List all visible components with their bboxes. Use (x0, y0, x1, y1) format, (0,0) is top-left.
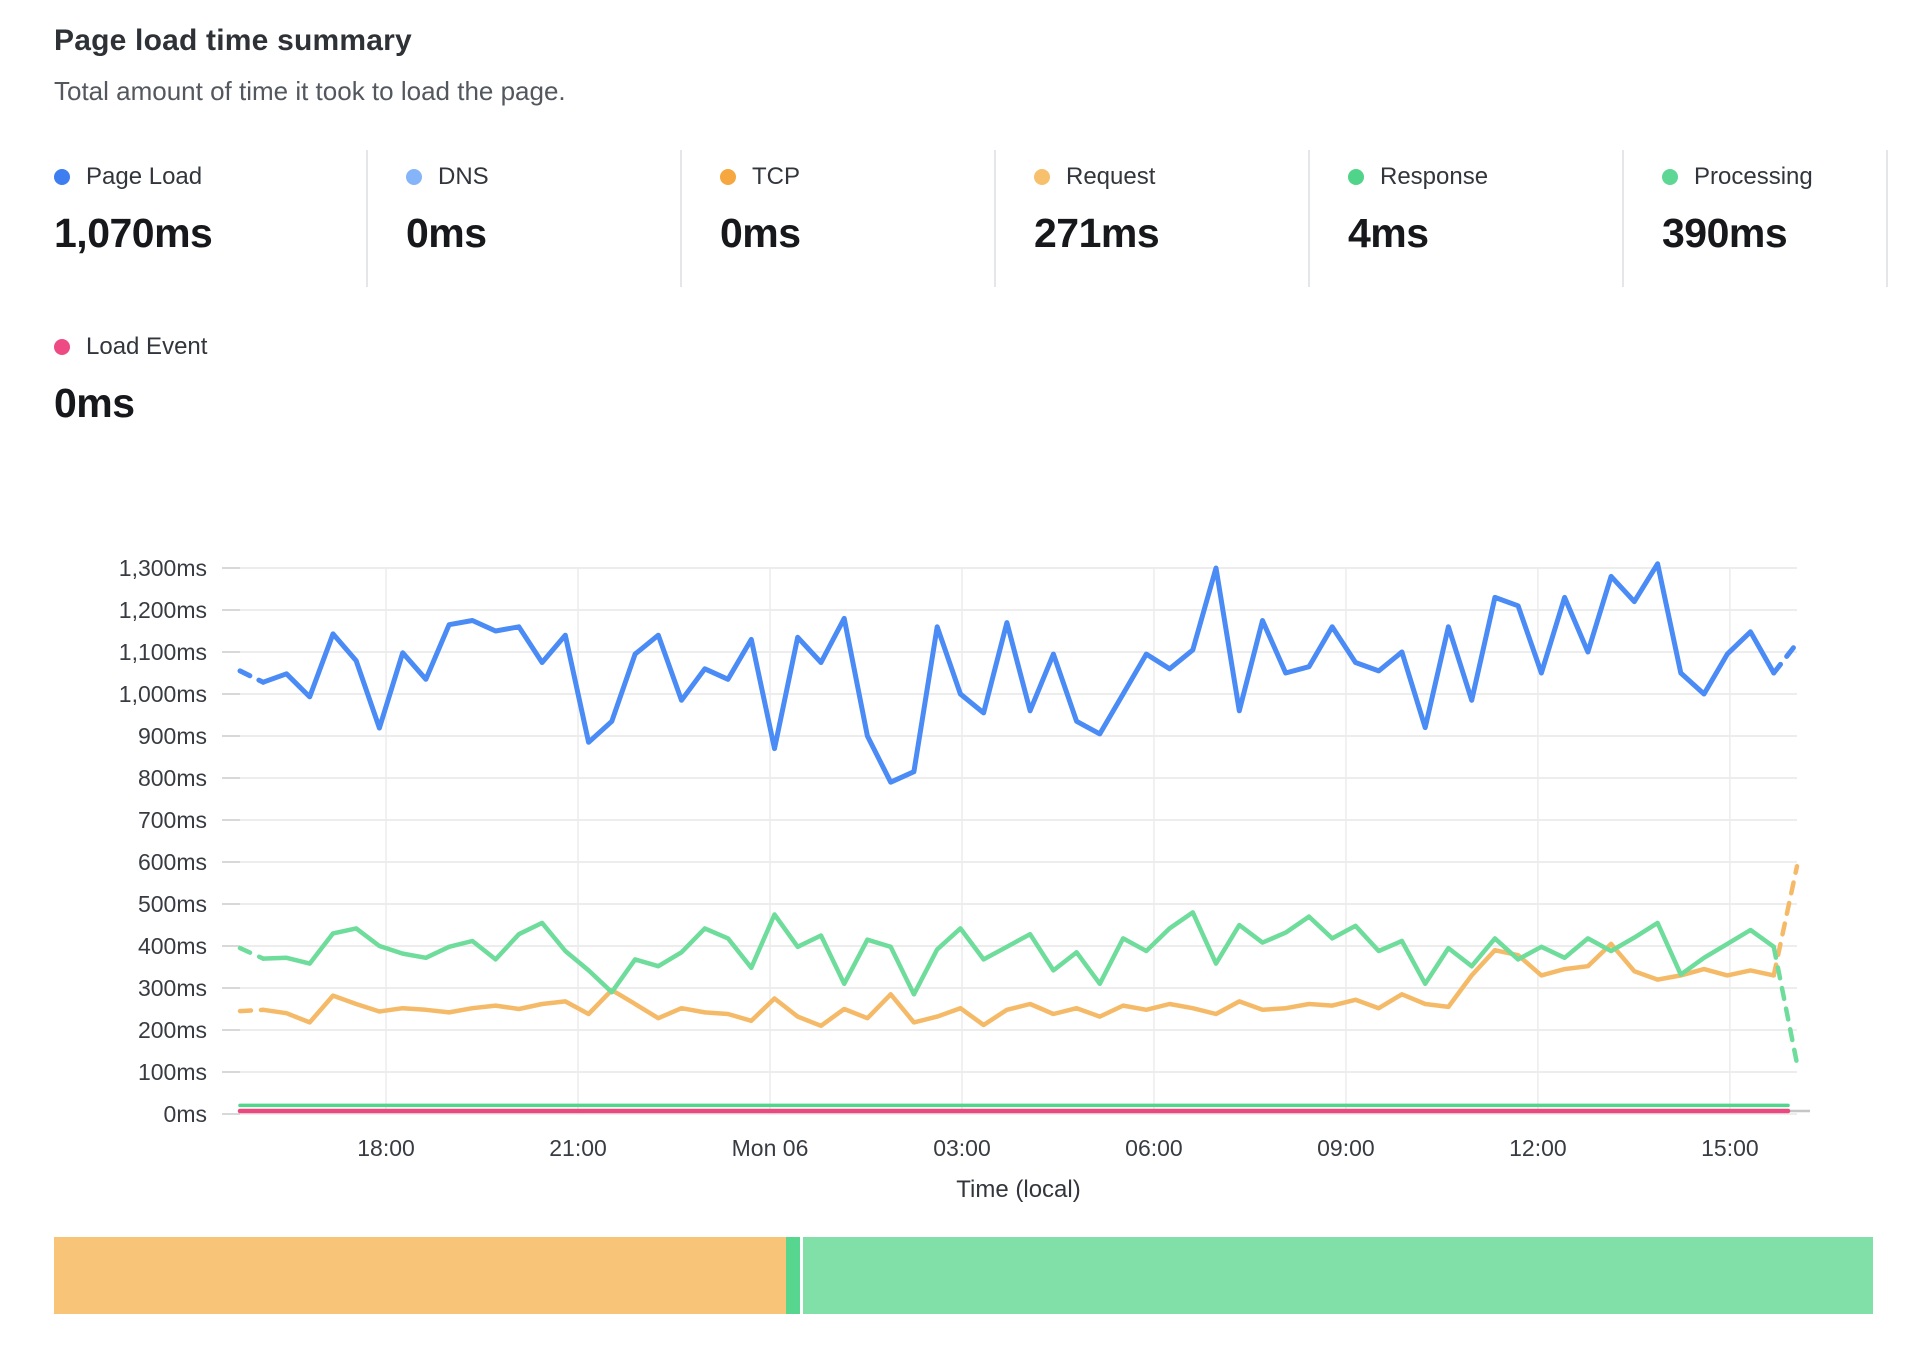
metric-processing[interactable]: Processing 390ms (1624, 150, 1888, 287)
svg-text:12:00: 12:00 (1509, 1135, 1567, 1161)
svg-text:Time (local): Time (local) (956, 1176, 1080, 1203)
metric-response[interactable]: Response 4ms (1310, 150, 1624, 287)
svg-text:700ms: 700ms (138, 807, 207, 833)
timeline-segment-request-portion[interactable] (54, 1237, 787, 1314)
metrics-legend-row: Page Load 1,070ms DNS 0ms TCP 0ms Reques… (54, 150, 1888, 287)
svg-text:09:00: 09:00 (1317, 1135, 1375, 1161)
svg-text:500ms: 500ms (138, 891, 207, 917)
chart-svg[interactable]: 0ms 100ms 200ms 300ms 400ms 500ms 600ms 700ms 80… (0, 535, 1910, 1235)
dns-dot-icon (406, 169, 422, 185)
metric-value: 4ms (1348, 210, 1429, 256)
svg-text:400ms: 400ms (138, 933, 207, 959)
svg-text:15:00: 15:00 (1701, 1135, 1759, 1161)
series-processing (237, 910, 1800, 1066)
load-event-dot-icon (54, 339, 70, 355)
svg-text:1,000ms: 1,000ms (119, 681, 207, 707)
metric-request[interactable]: Request 271ms (996, 150, 1310, 287)
timeline-segment-gap[interactable] (800, 1237, 804, 1314)
metric-value: 1,070ms (54, 210, 213, 256)
svg-text:1,300ms: 1,300ms (119, 555, 207, 581)
svg-text:300ms: 300ms (138, 975, 207, 1001)
metric-dns[interactable]: DNS 0ms (368, 150, 682, 287)
metric-label: Request (1066, 163, 1156, 190)
svg-text:100ms: 100ms (138, 1059, 207, 1085)
svg-text:1,100ms: 1,100ms (119, 639, 207, 665)
svg-text:0ms: 0ms (164, 1101, 207, 1127)
svg-text:200ms: 200ms (138, 1017, 207, 1043)
svg-text:1,200ms: 1,200ms (119, 597, 207, 623)
chart-gridlines (222, 567, 1810, 1115)
metric-label: Page Load (86, 163, 203, 190)
response-dot-icon (1348, 169, 1364, 185)
page-load-dot-icon (54, 169, 70, 185)
metric-load-event[interactable]: Load Event 0ms (54, 330, 207, 427)
metric-value: 271ms (1034, 210, 1160, 256)
chart-series-lines (237, 561, 1800, 1114)
metric-tcp[interactable]: TCP 0ms (682, 150, 996, 287)
svg-text:21:00: 21:00 (549, 1135, 607, 1161)
series-page-load (237, 561, 1800, 785)
svg-text:06:00: 06:00 (1125, 1135, 1183, 1161)
svg-text:03:00: 03:00 (933, 1135, 991, 1161)
page-subtitle: Total amount of time it took to load the… (54, 76, 566, 106)
metric-value: 390ms (1662, 210, 1788, 256)
metric-value: 0ms (406, 210, 487, 256)
metric-label: Processing (1694, 163, 1813, 190)
metric-label: DNS (438, 163, 489, 190)
metric-label: TCP (752, 163, 800, 190)
timeline-segment-divider-sliver[interactable] (786, 1237, 801, 1314)
svg-text:800ms: 800ms (138, 765, 207, 791)
page-load-time-chart[interactable]: 0ms 100ms 200ms 300ms 400ms 500ms 600ms 700ms 80… (0, 535, 1910, 1235)
metric-label: Response (1380, 163, 1489, 190)
svg-text:600ms: 600ms (138, 849, 207, 875)
metric-label: Load Event (86, 333, 208, 360)
request-dot-icon (1034, 169, 1050, 185)
tcp-dot-icon (720, 169, 736, 185)
processing-dot-icon (1662, 169, 1678, 185)
metric-value: 0ms (720, 210, 801, 256)
metric-value: 0ms (54, 380, 135, 426)
timeline-distribution-bar[interactable] (54, 1237, 1873, 1314)
chart-header: Page load time summary Total amount of t… (54, 24, 566, 107)
svg-text:900ms: 900ms (138, 723, 207, 749)
timeline-segment-processing-portion[interactable] (803, 1237, 1873, 1314)
svg-text:Mon 06: Mon 06 (732, 1135, 809, 1161)
svg-text:18:00: 18:00 (357, 1135, 415, 1161)
page-title: Page load time summary (54, 24, 412, 57)
chart-axis-labels: 0ms 100ms 200ms 300ms 400ms 500ms 600ms 700ms 80… (119, 555, 1759, 1203)
metric-page-load[interactable]: Page Load 1,070ms (54, 150, 368, 287)
